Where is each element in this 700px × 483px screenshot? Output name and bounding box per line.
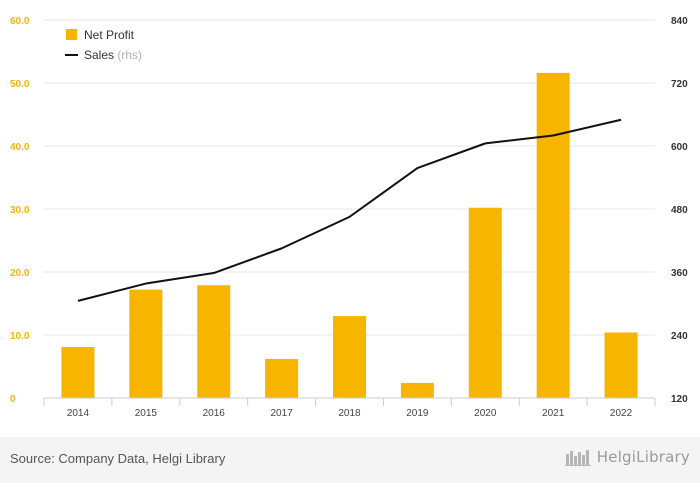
net-profit-bar — [400, 382, 434, 398]
x-tick-label: 2019 — [406, 408, 429, 419]
legend-swatch-net-profit — [66, 29, 77, 40]
legend-label-net-profit: Net Profit — [84, 28, 135, 42]
y-left-tick-label: 60.0 — [10, 16, 30, 27]
net-profit-bars — [61, 72, 638, 399]
footer: Source: Company Data, Helgi Library Helg… — [0, 437, 700, 483]
y-left-tick-label: 10.0 — [10, 331, 30, 342]
x-tick-label: 2020 — [474, 408, 497, 419]
y-left-tick-label: 0 — [10, 394, 16, 405]
axes: 0 10.0 20.0 30.0 40.0 50.0 60.0 120 240 360 480 600… — [10, 16, 688, 419]
y-right-tick-label: 600 — [671, 142, 688, 153]
net-profit-bar — [604, 332, 638, 398]
y-right-tick-label: 240 — [671, 331, 688, 342]
net-profit-bar — [197, 285, 231, 398]
x-tick-label: 2017 — [270, 408, 293, 419]
sales-line — [77, 118, 622, 302]
y-right-tick-label: 360 — [671, 268, 688, 279]
legend-rhs-suffix: (rhs) — [117, 48, 142, 62]
source-note: Source: Company Data, Helgi Library — [10, 451, 226, 466]
x-tick-label: 2018 — [338, 408, 361, 419]
net-profit-bar — [265, 358, 299, 398]
x-tick-label: 2021 — [542, 408, 565, 419]
x-tick-label: 2022 — [610, 408, 633, 419]
library-books-icon — [564, 450, 591, 466]
net-profit-bar — [468, 207, 502, 398]
net-profit-bar — [333, 316, 366, 398]
net-profit-bar — [129, 289, 163, 398]
y-left-tick-label: 20.0 — [10, 268, 30, 279]
brand-logo[interactable]: HelgiLibrary — [564, 448, 690, 466]
chart: 0 10.0 20.0 30.0 40.0 50.0 60.0 120 240 360 480 600… — [10, 16, 688, 419]
y-left-tick-label: 50.0 — [10, 79, 30, 90]
net-profit-bar — [61, 346, 95, 398]
y-right-tick-label: 840 — [671, 16, 688, 27]
y-right-tick-label: 480 — [671, 205, 688, 216]
x-tick-label: 2014 — [67, 408, 90, 419]
brand-name: HelgiLibrary — [596, 448, 690, 466]
y-left-tick-label: 30.0 — [10, 205, 30, 216]
legend-label-sales: Sales (rhs) — [84, 48, 142, 62]
y-right-tick-label: 120 — [671, 394, 688, 405]
x-tick-label: 2016 — [203, 408, 226, 419]
y-right-tick-label: 720 — [671, 79, 688, 90]
y-left-tick-label: 40.0 — [10, 142, 30, 153]
legend: Net Profit Sales (rhs) — [65, 28, 142, 62]
sales-line-group — [77, 118, 622, 302]
net-profit-bar — [536, 72, 570, 399]
x-tick-label: 2015 — [135, 408, 158, 419]
